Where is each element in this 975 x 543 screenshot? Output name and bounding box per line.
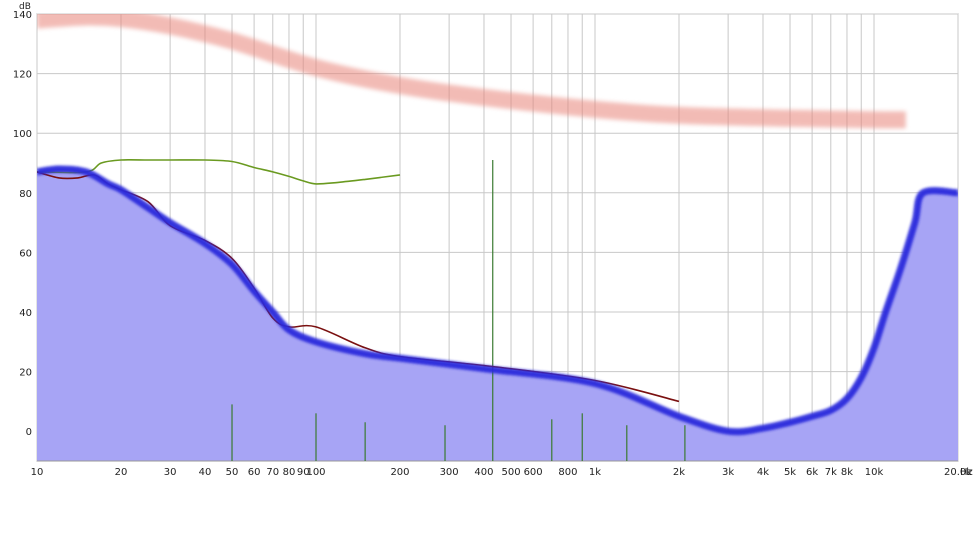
x-unit-label: Hz	[960, 467, 973, 478]
y-tick-label: 80	[19, 189, 32, 200]
curve-layer	[37, 14, 958, 436]
x-tick-label: 5k	[784, 467, 796, 478]
x-tick-label: 8k	[841, 467, 853, 478]
x-tick-label: 3k	[722, 467, 734, 478]
x-tick-label: 30	[164, 467, 177, 478]
x-tick-label: 7k	[825, 467, 837, 478]
green-curve	[37, 158, 401, 185]
x-tick-label: 1k	[589, 467, 601, 478]
x-tick-label: 400	[474, 467, 493, 478]
x-tick-label: 20	[115, 467, 128, 478]
spectrum-layer	[37, 160, 958, 461]
x-tick-label: 2k	[673, 467, 685, 478]
x-tick-label: 200	[390, 467, 409, 478]
y-tick-label: 120	[13, 70, 32, 81]
x-tick-label: 100	[306, 467, 325, 478]
x-tick-label: 10k	[865, 467, 884, 478]
x-tick-label: 50	[226, 467, 239, 478]
x-tick-label: 300	[440, 467, 459, 478]
x-tick-label: 500	[501, 467, 520, 478]
x-tick-label: 800	[558, 467, 577, 478]
y-tick-label: 40	[19, 308, 32, 319]
y-tick-label: 140	[13, 10, 32, 21]
x-tick-label: 90	[297, 467, 310, 478]
x-tick-label: 20.0k	[944, 467, 972, 478]
blue-curve	[37, 165, 958, 436]
x-tick-label: 4k	[757, 467, 769, 478]
x-tick-label: 70	[266, 467, 279, 478]
x-tick-label: 6k	[806, 467, 818, 478]
x-tick-label: 80	[283, 467, 296, 478]
y-tick-label: 20	[19, 368, 32, 379]
y-tick-label: 100	[13, 129, 32, 140]
pink-band-curve	[37, 14, 906, 129]
x-tick-label: 600	[524, 467, 543, 478]
fill-layer	[37, 169, 958, 461]
blue-area-fill	[37, 169, 958, 461]
y-tick-label: 0	[26, 427, 32, 438]
y-tick-label: 60	[19, 248, 32, 259]
x-tick-label: 40	[199, 467, 212, 478]
y-unit-label: dB	[19, 2, 31, 12]
x-tick-label: 10	[31, 467, 44, 478]
x-tick-label: 60	[248, 467, 261, 478]
